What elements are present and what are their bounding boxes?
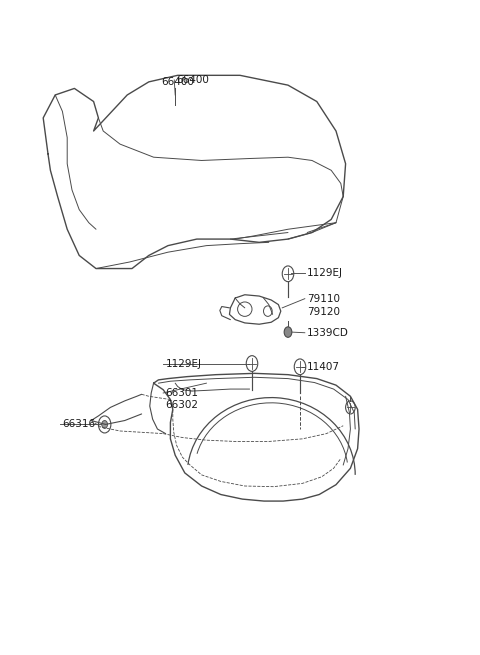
Text: 79120: 79120 (307, 307, 340, 317)
Circle shape (102, 421, 108, 428)
Text: 66301: 66301 (166, 388, 199, 398)
Text: 66316: 66316 (62, 419, 96, 430)
Text: 79110: 79110 (307, 293, 340, 304)
Text: 66400: 66400 (161, 77, 193, 87)
Circle shape (284, 327, 292, 337)
Text: 11407: 11407 (307, 362, 340, 372)
Text: 1129EJ: 1129EJ (307, 268, 343, 278)
Text: 1129EJ: 1129EJ (166, 359, 202, 369)
Text: 66302: 66302 (166, 400, 199, 411)
Text: 66400: 66400 (177, 75, 209, 85)
Text: 1339CD: 1339CD (307, 328, 349, 338)
